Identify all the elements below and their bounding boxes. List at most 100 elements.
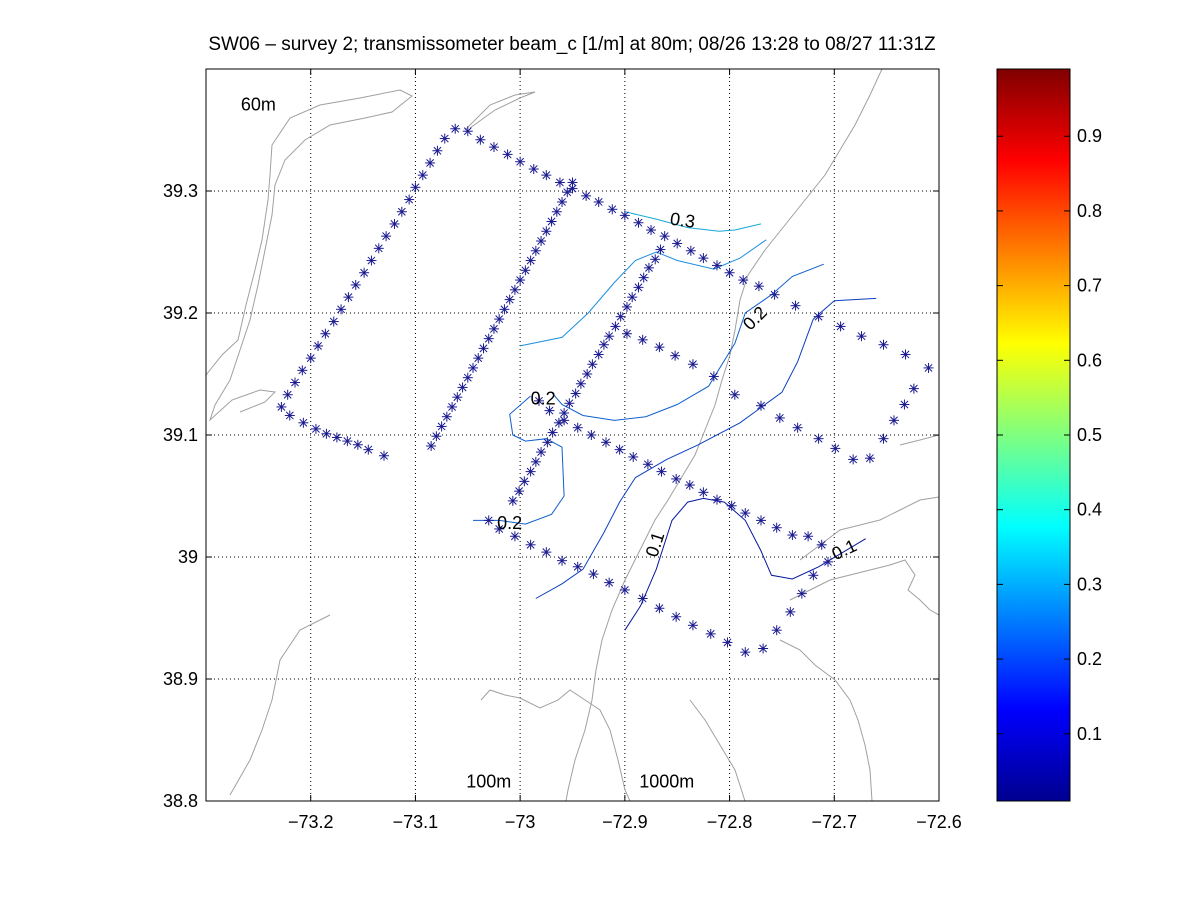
station-marker [601, 437, 612, 448]
station-marker [796, 588, 807, 599]
station-marker [671, 473, 682, 484]
station-marker [473, 353, 484, 364]
x-axis: −73.2 −73.1 −73 −72.9 −72.8 −72.7 −72.6 [288, 69, 962, 832]
isobath-label: 60m [241, 94, 276, 114]
station-marker [541, 170, 552, 181]
station-marker [389, 218, 400, 229]
contour-line [535, 297, 877, 599]
isobath-label: 100m [466, 771, 511, 791]
colorbar-tick-label: 0.9 [1077, 126, 1102, 146]
y-tick-label: 39.1 [163, 425, 198, 445]
station-marker [888, 415, 899, 426]
station-marker [633, 217, 644, 228]
station-marker [878, 433, 889, 444]
station-marker [488, 323, 499, 334]
station-marker [593, 349, 604, 360]
station-marker [567, 177, 578, 188]
chart-title: SW06 – survey 2; transmissometer beam_c … [208, 34, 936, 55]
colorbar-tick-label: 0.7 [1077, 276, 1102, 296]
station-marker [785, 606, 796, 617]
station-marker [525, 539, 536, 550]
bathymetry [206, 69, 939, 801]
station-marker [684, 480, 695, 491]
station-marker [621, 301, 632, 312]
station-marker [637, 593, 648, 604]
coastline-60m [206, 89, 413, 422]
station-marker [758, 643, 769, 654]
station-marker [436, 421, 447, 432]
station-marker [588, 569, 599, 580]
station-marker [541, 226, 552, 237]
station-marker [671, 611, 682, 622]
station-marker [462, 372, 473, 383]
colorbar-tick-label: 0.8 [1077, 201, 1102, 221]
colorbar-tick-label: 0.3 [1077, 574, 1102, 594]
station-marker [816, 539, 827, 550]
station-marker [417, 170, 428, 181]
station-marker [621, 328, 632, 339]
station-marker [468, 362, 479, 373]
station-marker [638, 272, 649, 283]
station-marker [432, 145, 443, 156]
station-marker [712, 260, 723, 271]
station-marker [494, 314, 505, 325]
station-marker [525, 255, 536, 266]
station-marker [450, 123, 461, 134]
contour-label: 0.2 [497, 513, 522, 533]
station-marker [447, 401, 458, 412]
station-marker [396, 206, 407, 217]
contour-line [624, 497, 866, 631]
y-axis: 38.8 38.9 39 39.1 39.2 39.3 [163, 181, 939, 811]
station-marker [426, 440, 437, 451]
station-marker [514, 486, 525, 497]
station-marker [310, 423, 321, 434]
station-marker [381, 231, 392, 242]
x-tick-label: −73.2 [288, 812, 334, 832]
station-marker [672, 238, 683, 249]
station-marker [712, 494, 723, 505]
station-marker [615, 311, 626, 322]
station-marker [705, 628, 716, 639]
y-tick-label: 38.9 [163, 669, 198, 689]
station-marker [729, 389, 740, 400]
station-marker [305, 353, 316, 364]
station-marker [520, 265, 531, 276]
bathymetry-labels: 60m 100m 1000m [241, 94, 694, 791]
station-marker [790, 300, 801, 311]
station-marker [425, 157, 436, 168]
station-marker [404, 194, 415, 205]
station-marker [554, 177, 565, 188]
station-marker [740, 647, 751, 658]
station-marker [646, 225, 657, 236]
station-marker [655, 244, 666, 255]
station-marker [276, 401, 287, 412]
x-tick-label: −73 [505, 812, 536, 832]
station-marker [900, 349, 911, 360]
contour-line [520, 239, 767, 347]
station-marker [328, 316, 339, 327]
station-marker [530, 456, 541, 467]
station-marker [650, 254, 661, 265]
station-marker [284, 410, 295, 421]
isobath-1000m [565, 69, 883, 801]
station-marker [856, 331, 867, 342]
station-marker [557, 555, 568, 566]
station-marker [544, 405, 555, 416]
station-marker [586, 430, 597, 440]
station-marker [654, 342, 665, 353]
station-marker [604, 331, 615, 342]
station-marker [320, 328, 331, 339]
contour-line [624, 211, 762, 232]
station-marker [614, 444, 625, 455]
station-marker [787, 530, 798, 541]
station-marker [607, 204, 618, 215]
station-marker [774, 412, 785, 423]
station-marker [321, 428, 332, 439]
contour-label: 0.2 [531, 388, 556, 408]
station-marker [670, 350, 681, 361]
station-marker [598, 339, 609, 350]
station-marker [619, 584, 630, 595]
station-marker [864, 453, 875, 464]
station-marker [755, 400, 766, 411]
